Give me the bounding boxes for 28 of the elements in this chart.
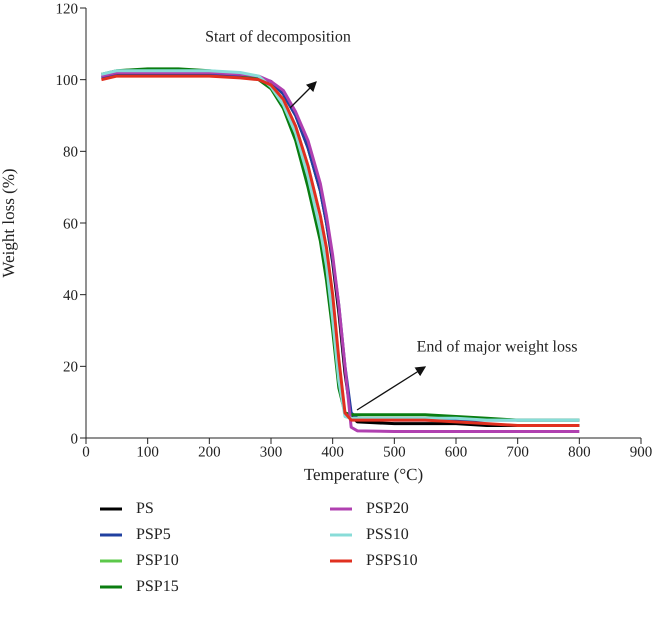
legend-label: PSP15 [136,578,179,596]
y-tick-label: 100 [56,72,78,89]
x-tick-label: 800 [568,444,591,461]
x-tick-label: 600 [444,444,468,461]
x-axis-title: Temperature (°C) [304,465,424,484]
y-tick-label: 120 [56,1,78,18]
x-tick-label: 500 [383,444,406,461]
x-tick-label: 100 [136,444,159,461]
x-tick-label: 200 [198,444,221,461]
x-tick-label: 400 [321,444,344,461]
x-tick-label: 300 [260,444,282,461]
y-tick-label: 60 [63,216,78,232]
annotation: Start of decomposition [205,28,351,46]
y-tick-label: 0 [70,431,78,448]
legend-label: PSS10 [366,526,409,544]
x-tick-label: 900 [630,444,652,461]
annotation: End of major weight loss [416,338,578,356]
legend-label: PSP5 [136,526,171,544]
legend-label: PS [136,500,154,518]
legend-label: PSPS10 [366,552,418,570]
legend-label: PSP10 [136,552,179,570]
x-tick-label: 0 [82,444,90,461]
legend-label: PSP20 [366,500,409,518]
y-axis-title: Weight loss (%) [0,168,18,278]
x-tick-label: 700 [506,444,529,461]
y-tick-label: 80 [63,144,78,161]
y-tick-label: 20 [63,360,78,376]
y-tick-label: 40 [63,288,78,304]
